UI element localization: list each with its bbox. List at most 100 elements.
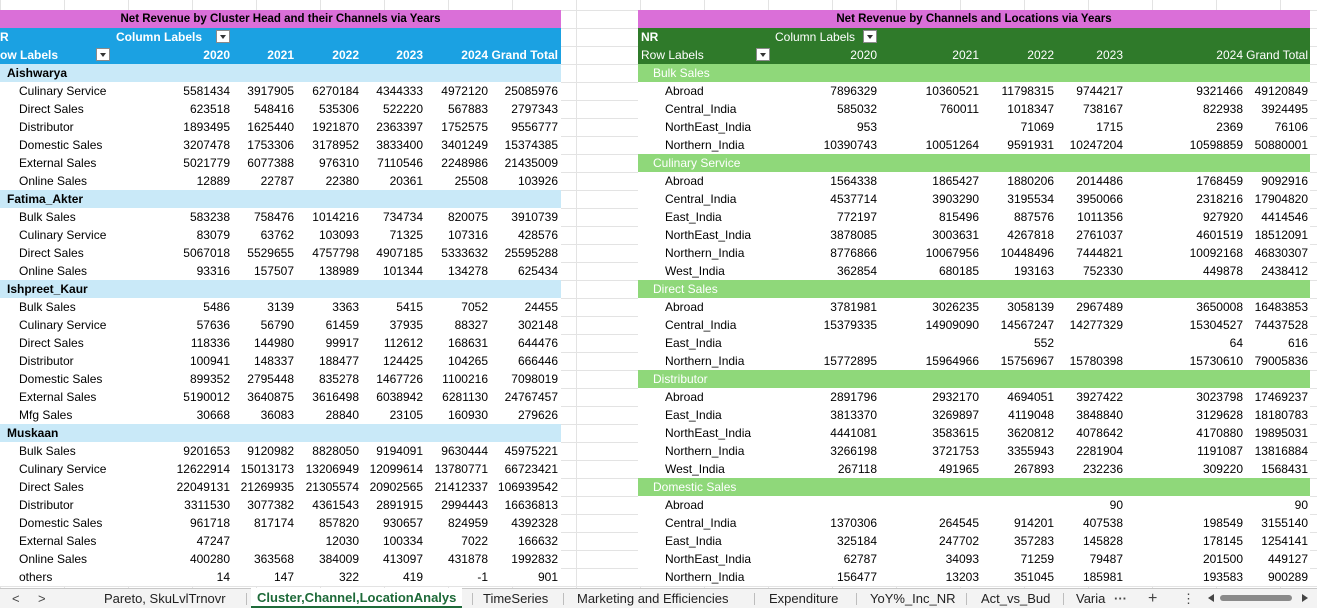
worksheet-grid[interactable]: Net Revenue by Cluster Head and their Ch… xyxy=(0,0,1317,588)
table-row[interactable]: External Sales 47247 12030 100334 7022 166632 xyxy=(0,532,561,550)
year-value: 9744217 xyxy=(1076,84,1123,98)
table-row[interactable]: NorthEast_India 62787 34093 71259 79487 20150… xyxy=(638,550,1310,568)
grand-total-value: 302148 xyxy=(517,318,558,332)
table-row[interactable]: Domestic Sales 961718 817174 857820 930657 82… xyxy=(0,514,561,532)
table-row[interactable]: NorthEast_India 953 71069 1715 2369 76106 xyxy=(638,118,1310,136)
table-row[interactable]: Distributor 3311530 3077382 4361543 2891915 2… xyxy=(0,496,561,514)
table-row[interactable]: Domestic Sales 3207478 1753306 3178952 38334… xyxy=(0,136,561,154)
sheet-tab-yoy[interactable]: YoY%_Inc_NR xyxy=(870,591,956,606)
table-row[interactable]: East_India 772197 815496 887576 1011356 92792… xyxy=(638,208,1310,226)
table-row[interactable]: Direct Sales 623518 548416 535306 522220 5678… xyxy=(0,100,561,118)
table-row[interactable]: Northern_India 156477 13203 351045 185981 193… xyxy=(638,568,1310,586)
year-value: 7110546 xyxy=(377,156,423,170)
table-row[interactable]: Abroad 7896329 10360521 11798315 9744217 9321… xyxy=(638,82,1310,100)
left-pivot-table[interactable]: Net Revenue by Cluster Head and their Ch… xyxy=(0,10,561,588)
table-row[interactable]: Culinary Service 12622914 15013173 13206949… xyxy=(0,460,561,478)
table-row[interactable]: Northern_India 8776866 10067956 10448496 744… xyxy=(638,244,1310,262)
table-row[interactable]: Abroad 1564338 1865427 1880206 2014486 176845… xyxy=(638,172,1310,190)
nav-prev-icon[interactable]: < xyxy=(12,591,20,606)
scrollbar-thumb[interactable] xyxy=(1220,595,1292,601)
sheet-tab-timeseries[interactable]: TimeSeries xyxy=(483,591,549,606)
table-row[interactable]: West_India 362854 680185 193163 752330 449878… xyxy=(638,262,1310,280)
row-label: West_India xyxy=(665,264,725,278)
year-value: 147 xyxy=(273,570,294,584)
table-row[interactable]: Culinary Service 83079 63762 103093 71325 107… xyxy=(0,226,561,244)
table-row[interactable]: Northern_India 15772895 15964966 15756967 15… xyxy=(638,352,1310,370)
right-pivot-table[interactable]: Net Revenue by Channels and Locations vi… xyxy=(638,10,1310,588)
table-row[interactable]: Culinary Service 57636 56790 61459 37935 8832… xyxy=(0,316,561,334)
table-row[interactable]: Abroad 90 90 xyxy=(638,496,1310,514)
pivot-title-row: Net Revenue by Channels and Locations vi… xyxy=(638,10,1310,28)
table-row[interactable]: Central_India 1370306 264545 914201 407538 19… xyxy=(638,514,1310,532)
table-row[interactable]: Culinary Service 5581434 3917905 6270184 434… xyxy=(0,82,561,100)
sheet-tab-pareto[interactable]: Pareto, SkuLvlTrnovr xyxy=(104,591,226,606)
pivot-group-row[interactable]: Bulk Sales xyxy=(638,64,1310,82)
table-row[interactable]: NorthEast_India 4441081 3583615 3620812 4078… xyxy=(638,424,1310,442)
add-sheet-icon[interactable]: + xyxy=(1148,590,1158,607)
sheet-tab-act-vs-bud[interactable]: Act_vs_Bud xyxy=(981,591,1051,606)
pivot-group-row[interactable]: Aishwarya xyxy=(0,64,561,82)
table-row[interactable]: Mfg Sales 30668 36083 28840 23105 160930 27962… xyxy=(0,406,561,424)
sheet-tab-marketing[interactable]: Marketing and Efficiencies xyxy=(577,591,729,606)
table-row[interactable]: Central_India 4537714 3903290 3195534 395006… xyxy=(638,190,1310,208)
table-row[interactable]: Domestic Sales 899352 2795448 835278 1467726… xyxy=(0,370,561,388)
row-labels-filter-dropdown[interactable] xyxy=(96,48,110,61)
table-row[interactable]: External Sales 5021779 6077388 976310 711054… xyxy=(0,154,561,172)
table-row[interactable]: NorthEast_India 3878085 3003631 4267818 2761… xyxy=(638,226,1310,244)
table-row[interactable]: Distributor 1893495 1625440 1921870 2363397 1… xyxy=(0,118,561,136)
column-labels-filter-dropdown[interactable] xyxy=(216,30,230,43)
sheet-tab-varia[interactable]: Varia xyxy=(1076,591,1106,606)
table-row[interactable]: Direct Sales 22049131 21269935 21305574 2090… xyxy=(0,478,561,496)
pivot-group-row[interactable]: Muskaan xyxy=(0,424,561,442)
table-row[interactable]: Online Sales 400280 363568 384009 413097 4318… xyxy=(0,550,561,568)
pivot-group-row[interactable]: Domestic Sales xyxy=(638,478,1310,496)
nav-next-icon[interactable]: > xyxy=(38,591,46,606)
table-row[interactable]: Distributor 100941 148337 188477 124425 10426… xyxy=(0,352,561,370)
row-label: others xyxy=(19,570,53,584)
column-labels-filter-dropdown[interactable] xyxy=(863,30,877,43)
pivot-group-row[interactable]: Distributor xyxy=(638,370,1310,388)
table-row[interactable]: Northern_India 10390743 10051264 9591931 102… xyxy=(638,136,1310,154)
table-row[interactable]: others 14 147 322 419 -1 901 xyxy=(0,568,561,586)
year-value: 10390743 xyxy=(823,138,877,152)
table-row[interactable]: Direct Sales 118336 144980 99917 112612 16863… xyxy=(0,334,561,352)
table-row[interactable]: Abroad 3781981 3026235 3058139 2967489 365000… xyxy=(638,298,1310,316)
row-label: Online Sales xyxy=(19,264,88,278)
year-value: 413097 xyxy=(382,552,423,566)
table-row[interactable]: Central_India 15379335 14909090 14567247 142… xyxy=(638,316,1310,334)
year-value: 100334 xyxy=(382,534,423,548)
pivot-group-row[interactable]: Direct Sales xyxy=(638,280,1310,298)
vertical-ellipsis-icon[interactable]: ⋮ xyxy=(1182,591,1195,606)
table-row[interactable]: East_India 325184 247702 357283 145828 178145… xyxy=(638,532,1310,550)
sheet-tab-expenditure[interactable]: Expenditure xyxy=(769,591,839,606)
more-icon[interactable]: ··· xyxy=(1114,591,1127,606)
grand-total-value: 625434 xyxy=(517,264,558,278)
table-row[interactable]: East_India 3813370 3269897 4119048 3848840 31… xyxy=(638,406,1310,424)
grand-total-value: 3910739 xyxy=(511,210,558,224)
table-row[interactable]: Direct Sales 5067018 5529655 4757798 4907185… xyxy=(0,244,561,262)
table-row[interactable]: Bulk Sales 9201653 9120982 8828050 9194091 96… xyxy=(0,442,561,460)
pivot-group-row[interactable]: Fatima_Akter xyxy=(0,190,561,208)
pivot-group-row[interactable]: Ishpreet_Kaur xyxy=(0,280,561,298)
table-row[interactable]: Central_India 585032 760011 1018347 738167 82… xyxy=(638,100,1310,118)
horizontal-scrollbar[interactable] xyxy=(1208,593,1308,603)
row-labels-filter-dropdown[interactable] xyxy=(756,48,770,61)
row-label: Domestic Sales xyxy=(19,372,103,386)
sheet-tab-cluster-channel-location[interactable]: Cluster,Channel,LocationAnalys xyxy=(251,588,463,608)
year-value: 3878085 xyxy=(830,228,877,242)
table-row[interactable]: Online Sales 12889 22787 22380 20361 25508 103… xyxy=(0,172,561,190)
year-value: 160930 xyxy=(447,408,488,422)
table-row[interactable]: Bulk Sales 583238 758476 1014216 734734 82007… xyxy=(0,208,561,226)
table-row[interactable]: External Sales 5190012 3640875 3616498 60389… xyxy=(0,388,561,406)
table-row[interactable]: East_India 552 64 616 xyxy=(638,334,1310,352)
group-label: Muskaan xyxy=(7,426,59,440)
year-value: 449878 xyxy=(1202,264,1243,278)
table-row[interactable]: Online Sales 93316 157507 138989 101344 13427… xyxy=(0,262,561,280)
table-row[interactable]: West_India 267118 491965 267893 232236 309220… xyxy=(638,460,1310,478)
year-value: 134278 xyxy=(447,264,488,278)
table-row[interactable]: Northern_India 3266198 3721753 3355943 22819… xyxy=(638,442,1310,460)
table-row[interactable]: Abroad 2891796 2932170 4694051 3927422 302379… xyxy=(638,388,1310,406)
table-row[interactable]: Bulk Sales 5486 3139 3363 5415 7052 24455 xyxy=(0,298,561,316)
year-header-2024: 2024 xyxy=(461,48,488,62)
pivot-group-row[interactable]: Culinary Service xyxy=(638,154,1310,172)
